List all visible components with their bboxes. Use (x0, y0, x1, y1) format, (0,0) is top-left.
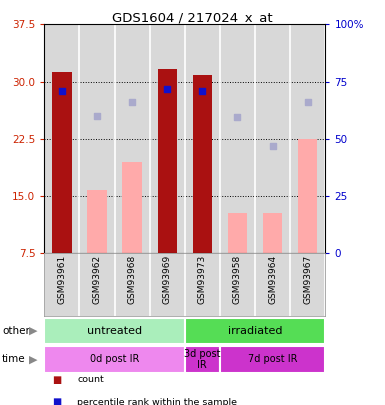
Text: ■: ■ (52, 397, 61, 405)
Text: ▶: ▶ (28, 326, 37, 336)
Bar (44, 346, 185, 373)
Text: GSM93964: GSM93964 (268, 255, 277, 304)
Text: GSM93967: GSM93967 (303, 255, 312, 304)
Text: GSM93968: GSM93968 (127, 255, 137, 304)
Text: percentile rank within the sample: percentile rank within the sample (77, 398, 237, 405)
Text: GSM93962: GSM93962 (92, 255, 102, 304)
Bar (157, 69, 177, 253)
Text: GDS1604 / 217024_x_at: GDS1604 / 217024_x_at (112, 11, 273, 24)
Text: count: count (77, 375, 104, 384)
Bar (122, 162, 142, 253)
Bar (185, 346, 220, 373)
Text: GSM93961: GSM93961 (57, 255, 66, 304)
Point (199, 87, 206, 94)
Text: ▶: ▶ (28, 354, 37, 364)
Bar (52, 72, 72, 253)
Text: ■: ■ (52, 375, 61, 385)
Point (305, 99, 311, 105)
Text: GSM93969: GSM93969 (163, 255, 172, 304)
Bar (263, 213, 282, 253)
Bar (87, 190, 107, 253)
Point (234, 114, 241, 121)
Point (270, 143, 276, 149)
Point (59, 87, 65, 94)
Text: irradiated: irradiated (228, 326, 282, 336)
Bar (44, 318, 185, 344)
Point (164, 86, 170, 92)
Text: 3d post
IR: 3d post IR (184, 349, 221, 370)
Point (94, 113, 100, 119)
Text: 7d post IR: 7d post IR (248, 354, 297, 364)
Text: time: time (2, 354, 25, 364)
Point (129, 99, 135, 105)
Text: 0d post IR: 0d post IR (90, 354, 139, 364)
Bar (185, 318, 325, 344)
Text: untreated: untreated (87, 326, 142, 336)
Bar (298, 139, 317, 253)
Text: GSM93973: GSM93973 (198, 255, 207, 304)
Bar (228, 213, 247, 253)
Bar (193, 75, 212, 253)
Text: other: other (2, 326, 30, 336)
Bar (220, 346, 325, 373)
Text: GSM93958: GSM93958 (233, 255, 242, 304)
